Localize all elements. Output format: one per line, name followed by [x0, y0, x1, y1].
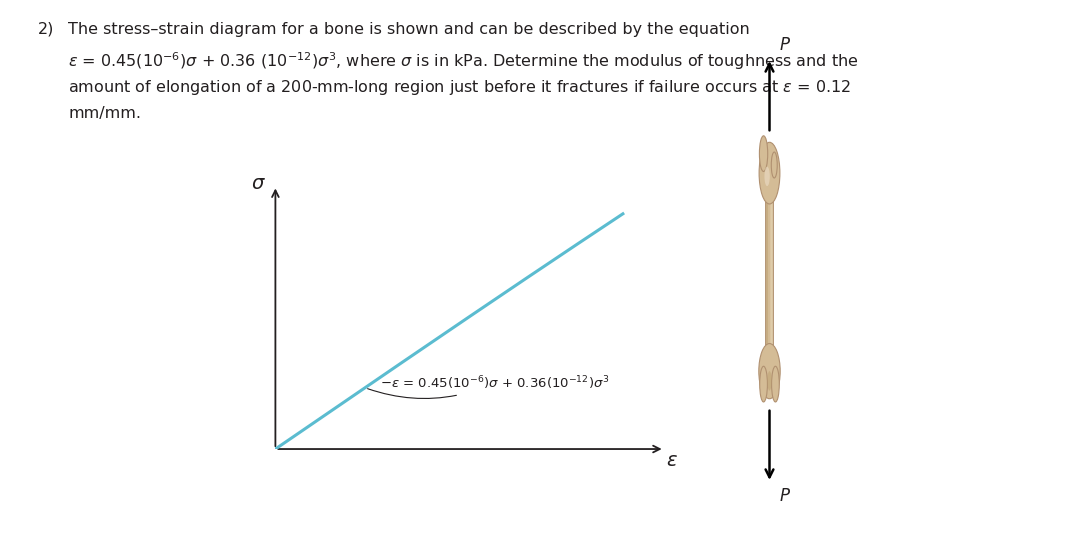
Text: $\varepsilon$: $\varepsilon$	[665, 451, 677, 470]
Ellipse shape	[771, 366, 780, 402]
Text: $-\epsilon$ = 0.45(10$^{-6}$)$\sigma$ + 0.36(10$^{-12}$)$\sigma^3$: $-\epsilon$ = 0.45(10$^{-6}$)$\sigma$ + …	[367, 374, 609, 399]
FancyBboxPatch shape	[766, 182, 773, 359]
FancyBboxPatch shape	[766, 192, 768, 349]
Text: $\sigma$: $\sigma$	[251, 174, 266, 193]
Ellipse shape	[759, 136, 768, 171]
Ellipse shape	[759, 344, 780, 399]
Ellipse shape	[759, 142, 780, 204]
Ellipse shape	[767, 371, 772, 391]
Ellipse shape	[759, 366, 768, 402]
Ellipse shape	[765, 167, 770, 186]
Text: 2): 2)	[38, 22, 54, 37]
FancyBboxPatch shape	[770, 192, 773, 349]
Text: amount of elongation of a 200-mm-long region just before it fractures if failure: amount of elongation of a 200-mm-long re…	[68, 78, 851, 97]
Text: $\varepsilon$ = 0.45(10$^{-6}$)$\sigma$ + 0.36 (10$^{-12}$)$\sigma^3$, where $\s: $\varepsilon$ = 0.45(10$^{-6}$)$\sigma$ …	[68, 50, 859, 72]
Text: mm/mm.: mm/mm.	[68, 106, 141, 121]
Text: P: P	[780, 36, 789, 54]
Ellipse shape	[771, 152, 778, 178]
Text: P: P	[780, 487, 789, 505]
Text: The stress–strain diagram for a bone is shown and can be described by the equati: The stress–strain diagram for a bone is …	[68, 22, 750, 37]
